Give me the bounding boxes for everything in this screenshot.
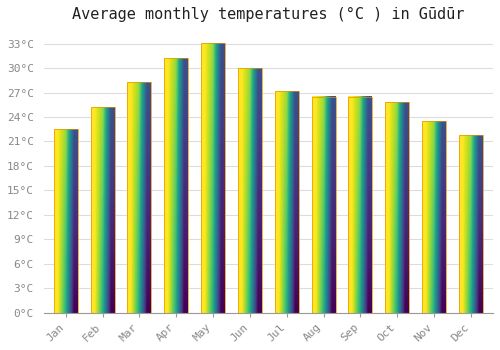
Bar [422, 121, 446, 313]
Bar [275, 91, 299, 313]
Bar [312, 97, 336, 313]
Bar [459, 135, 483, 313]
Bar [164, 58, 188, 313]
Bar [201, 43, 225, 313]
Bar [128, 82, 152, 313]
Bar [90, 107, 114, 313]
Title: Average monthly temperatures (°C ) in Gūdūr: Average monthly temperatures (°C ) in Gū… [72, 7, 464, 22]
Bar [238, 68, 262, 313]
Bar [348, 97, 372, 313]
Bar [386, 102, 409, 313]
Bar [54, 129, 78, 313]
